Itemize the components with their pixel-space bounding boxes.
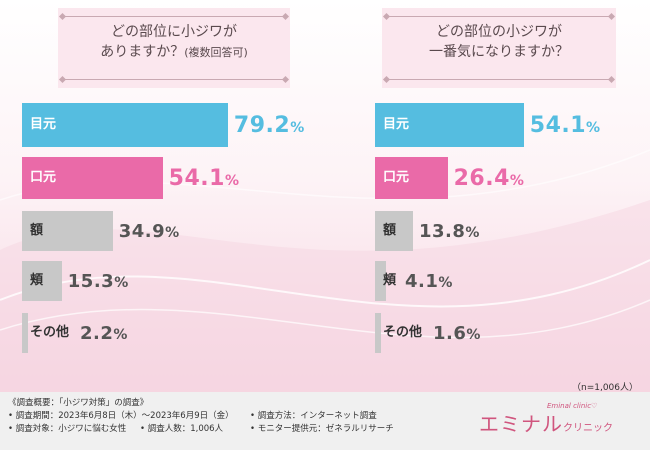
bar-row-0: 目元 79.2% (0, 103, 325, 147)
bar-row-2: 額 13.8% (325, 211, 650, 255)
bar-value-label-1: 54.1% (168, 166, 240, 191)
bar-value-label-3: 4.1% (405, 271, 453, 292)
question-right: どの部位の小ジワが 一番気になりますか？ (382, 22, 616, 62)
footer: 《調査概要：「小ジワ対策」の調査》 • 調査期間：2023年6月8日（木）～20… (0, 392, 650, 450)
bar-category-label-2: 額 (383, 223, 397, 238)
survey-method: • 調査方法：インターネット調査 (250, 411, 377, 421)
survey-period: • 調査期間：2023年6月8日（木）～2023年6月9日（金） (8, 411, 234, 421)
survey-provider: • モニター提供元：ゼネラルリサーチ (250, 424, 394, 434)
clinic-logo: エミナルクリニック Eminal clinic♡ (479, 402, 613, 437)
survey-title: 《調査概要：「小ジワ対策」の調査》 (8, 398, 149, 408)
bar-2 (375, 211, 413, 251)
question-right-line2: 一番気になりますか？ (429, 44, 569, 60)
bar-row-4: その他 1.6% (325, 313, 650, 357)
bar-3 (22, 261, 62, 301)
bar-4 (22, 313, 28, 353)
survey-count: • 調査人数：1,006人 (140, 424, 224, 434)
bar-0 (375, 103, 524, 147)
bar-value-label-0: 54.1% (529, 113, 601, 138)
bar-category-label-0: 目元 (383, 117, 410, 132)
bar-row-1: 口元 26.4% (325, 157, 650, 201)
bar-2 (22, 211, 113, 251)
bar-category-label-0: 目元 (30, 117, 57, 132)
question-box-right: どの部位の小ジワが 一番気になりますか？ (382, 8, 616, 88)
logo-sub-text: クリニック (563, 423, 613, 434)
chart-left: どの部位に小ジワが ありますか？(複数回答可) 目元 79.2% 口元 54.1% 額 3… (0, 0, 325, 390)
bar-category-label-1: 口元 (383, 170, 410, 185)
bar-category-label-3: 頬 (383, 273, 397, 288)
bar-value-label-4: 2.2% (80, 323, 128, 344)
bar-0 (22, 103, 228, 147)
survey-target: • 調査対象：小ジワに悩む女性 (8, 424, 127, 434)
sample-size-note: （n=1,006人） (571, 383, 638, 393)
bar-row-0: 目元 54.1% (325, 103, 650, 147)
bar-3 (375, 261, 387, 301)
bar-row-1: 口元 54.1% (0, 157, 325, 201)
bar-value-label-0: 79.2% (233, 113, 305, 138)
bar-category-label-3: 頬 (30, 273, 44, 288)
bar-row-3: 頬 15.3% (0, 261, 325, 305)
question-right-line1: どの部位の小ジワが (436, 24, 562, 40)
bar-category-label-1: 口元 (30, 170, 57, 185)
question-left: どの部位に小ジワが ありますか？(複数回答可) (58, 22, 290, 63)
bar-1 (22, 157, 163, 199)
logo-main-text: エミナル (479, 412, 563, 436)
bar-row-4: その他 2.2% (0, 313, 325, 357)
bar-1 (375, 157, 448, 199)
bar-value-label-2: 13.8% (418, 221, 480, 242)
chart-right: どの部位の小ジワが 一番気になりますか？ 目元 54.1% 口元 26.4% 額 13.8… (325, 0, 650, 390)
question-left-suffix: (複数回答可) (184, 46, 248, 59)
logo-script-text: Eminal clinic♡ (547, 402, 598, 410)
bar-value-label-3: 15.3% (67, 271, 129, 292)
bar-value-label-2: 34.9% (118, 221, 180, 242)
bar-row-3: 頬 4.1% (325, 261, 650, 305)
bar-row-2: 額 34.9% (0, 211, 325, 255)
question-box-left: どの部位に小ジワが ありますか？(複数回答可) (58, 8, 290, 88)
bar-category-label-2: 額 (30, 223, 44, 238)
bar-4 (375, 313, 381, 353)
bar-value-label-4: 1.6% (433, 323, 481, 344)
bar-category-label-4: その他 (383, 325, 423, 340)
bar-category-label-4: その他 (30, 325, 70, 340)
question-left-line1: どの部位に小ジワが (111, 24, 237, 40)
bar-value-label-1: 26.4% (453, 166, 525, 191)
question-left-line2: ありますか？ (100, 44, 185, 60)
